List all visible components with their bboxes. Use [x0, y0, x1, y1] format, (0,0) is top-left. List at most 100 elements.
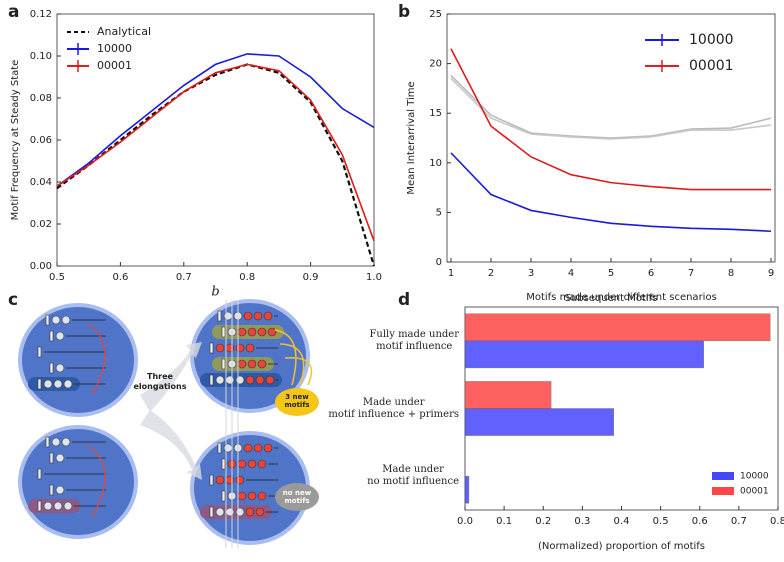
base [243, 311, 253, 321]
y-axis-label: Mean Interarrival Time [406, 81, 417, 194]
base [245, 343, 255, 353]
diagram-label: 3 new motifs [284, 393, 310, 409]
y-tick-label: 0.00 [30, 261, 52, 272]
primer [37, 346, 42, 358]
base [53, 379, 63, 389]
base [235, 475, 245, 485]
legend-swatch [712, 487, 734, 495]
y-tick-label: 0.10 [30, 51, 52, 62]
x-tick-label: 0.1 [496, 516, 512, 527]
base [257, 359, 267, 369]
result-badge [275, 388, 319, 416]
base [253, 443, 263, 453]
base [235, 375, 245, 385]
primer [209, 506, 214, 518]
flow-arrow [140, 410, 202, 480]
base [245, 375, 255, 385]
panel-letter: d [398, 290, 410, 310]
primer [45, 314, 50, 326]
x-tick-label: 0.4 [614, 516, 630, 527]
base [255, 507, 265, 517]
series-line [450, 48, 771, 191]
base [247, 359, 257, 369]
primer [217, 442, 222, 454]
x-tick-label: 1 [448, 268, 454, 279]
bar [464, 408, 614, 436]
primer [209, 374, 214, 386]
legend-swatch [712, 472, 734, 480]
x-tick-label: 0.2 [535, 516, 551, 527]
primer [37, 378, 42, 390]
base [247, 491, 257, 501]
legend-label: 10000 [689, 32, 734, 48]
base [43, 501, 53, 511]
base [53, 501, 63, 511]
x-tick-label: 5 [608, 268, 614, 279]
diagram-label: no new motifs [282, 489, 312, 505]
cell [18, 303, 138, 417]
primer [221, 326, 226, 338]
series-line [450, 152, 772, 233]
x-tick-label: 6 [648, 268, 654, 279]
y-tick-label: 0.06 [30, 135, 52, 146]
base [55, 485, 65, 495]
base [43, 379, 53, 389]
base [55, 363, 65, 373]
x-tick-label: 7 [688, 268, 694, 279]
base [247, 327, 257, 337]
base [51, 437, 61, 447]
base [225, 475, 235, 485]
x-tick-label: 0.5 [49, 272, 65, 283]
base [263, 443, 273, 453]
base [51, 315, 61, 325]
x-axis-label: Subsequent Motifs [565, 293, 658, 304]
series-line [56, 63, 376, 267]
base [255, 375, 265, 385]
base [253, 311, 263, 321]
base [215, 507, 225, 517]
base [225, 375, 235, 385]
chart-title: Motifs made under different scenarios [526, 292, 717, 303]
x-tick-label: 4 [568, 268, 574, 279]
x-tick-label: 9 [768, 268, 774, 279]
primer [37, 468, 42, 480]
primer [49, 330, 54, 342]
base [257, 491, 267, 501]
x-tick-label: 0.6 [692, 516, 708, 527]
primer [221, 458, 226, 470]
y-tick-label: 0.04 [30, 177, 52, 188]
primer [209, 474, 214, 486]
primer [221, 358, 226, 370]
legend-label: 00001 [740, 487, 769, 497]
arc [87, 445, 106, 518]
base [267, 327, 277, 337]
series-line [450, 77, 772, 140]
base [225, 343, 235, 353]
x-tick-label: 0.7 [731, 516, 747, 527]
base [225, 507, 235, 517]
x-tick-label: 0.0 [457, 516, 473, 527]
primer [49, 484, 54, 496]
flow-arrow [140, 342, 202, 412]
legend-label: 10000 [97, 42, 132, 55]
base [257, 327, 267, 337]
panel-letter: c [8, 290, 18, 310]
y-tick-label: 0 [436, 257, 442, 268]
primer [49, 362, 54, 374]
base [265, 375, 275, 385]
primer [217, 310, 222, 322]
legend-label: Analytical [97, 25, 151, 38]
base [263, 311, 273, 321]
legend-label: 10000 [740, 472, 769, 482]
base [247, 459, 257, 469]
result-badge [275, 483, 319, 511]
x-axis-label: b [211, 285, 219, 300]
panel-letter: a [8, 2, 19, 22]
legend-label: 00001 [689, 58, 734, 74]
arrow [279, 343, 305, 386]
x-tick-label: 2 [488, 268, 494, 279]
base [245, 507, 255, 517]
bar [464, 475, 470, 504]
cell [18, 425, 138, 539]
